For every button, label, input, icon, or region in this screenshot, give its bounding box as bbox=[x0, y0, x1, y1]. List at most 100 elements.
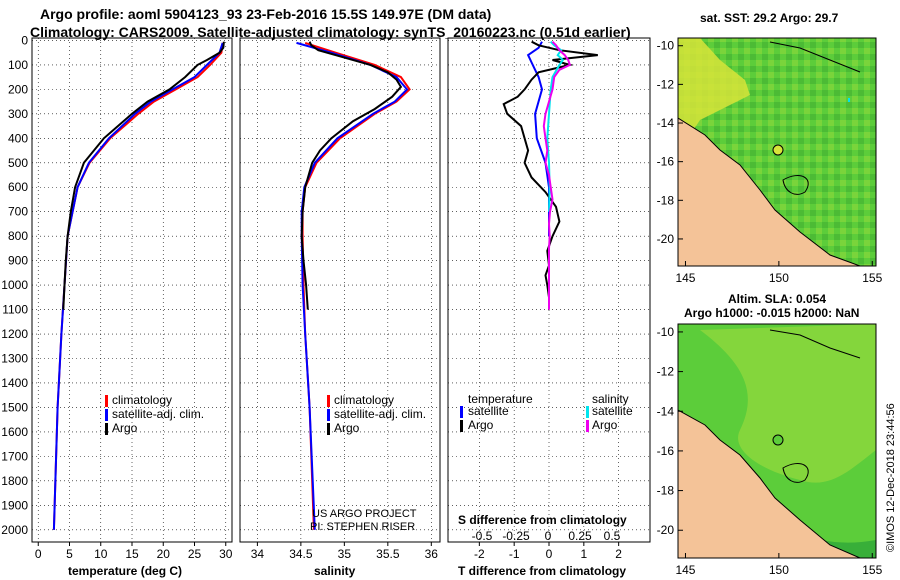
salinity-axis-label: salinity bbox=[314, 564, 356, 578]
legend-swatch-s-satellite bbox=[586, 406, 589, 418]
sst-png-coast bbox=[769, 41, 861, 73]
depth-tick-label: 0 bbox=[21, 33, 28, 47]
s-diff-axis-label: S difference from climatology bbox=[458, 513, 627, 527]
temperature-legend: climatology satellite-adj. clim. Argo bbox=[105, 393, 204, 435]
map-axes: -10 -12 -14 -16 -18 -20 145 150 155 -10 -12 -14 -16 -… bbox=[657, 39, 883, 577]
sla-map-title: Altim. SLA: 0.054 bbox=[728, 292, 826, 306]
difference-panel: -2 -1 0 1 2 bbox=[447, 37, 651, 561]
credit-pi: PI: STEPHEN RISER bbox=[310, 521, 415, 533]
sst-warm-patch bbox=[678, 38, 750, 140]
x-tick-label: -1 bbox=[509, 547, 520, 561]
series-line-satellite-adj-clim- bbox=[296, 41, 409, 530]
sla-land-australia bbox=[678, 410, 860, 558]
x-tick-label: 2 bbox=[615, 547, 622, 561]
x-tick-label: 34 bbox=[251, 547, 265, 561]
sla-map-subtitle: Argo h1000: -0.015 h2000: NaN bbox=[684, 306, 859, 320]
sla-map-frame bbox=[677, 323, 877, 559]
sla-map-lat-label: -18 bbox=[657, 484, 675, 498]
sst-map-lon-label: 150 bbox=[769, 271, 789, 285]
x-tick-label: 35.5 bbox=[376, 547, 400, 561]
legend-salinity-heading: salinity bbox=[592, 392, 629, 406]
series-line-t-argo bbox=[502, 40, 598, 310]
depth-tick-label: 1100 bbox=[2, 303, 28, 317]
legend-swatch-t-argo bbox=[460, 420, 463, 432]
depth-tick-label: 500 bbox=[8, 156, 28, 170]
credit-project: US ARGO PROJECT bbox=[312, 508, 417, 520]
sla-float-position bbox=[772, 434, 784, 446]
depth-tick-label: 900 bbox=[8, 254, 28, 268]
legend-label-argo: Argo bbox=[112, 421, 138, 435]
legend-label-climatology: climatology bbox=[334, 393, 394, 407]
series-line-climatology bbox=[301, 41, 411, 530]
sst-float-position bbox=[772, 144, 784, 156]
sst-argo-marker bbox=[848, 98, 850, 102]
sst-map-title: sat. SST: 29.2 Argo: 29.7 bbox=[700, 11, 839, 25]
legend-swatch-climatology bbox=[105, 395, 108, 407]
sst-land-australia bbox=[678, 118, 860, 266]
legend-swatch-argo bbox=[327, 423, 330, 435]
depth-tick-label: 1400 bbox=[1, 376, 28, 390]
sla-map-lat-label: -20 bbox=[657, 523, 675, 537]
legend-label-climatology: climatology bbox=[112, 393, 172, 407]
sla-map-lat-label: -10 bbox=[657, 325, 675, 339]
sla-map-lon-label: 145 bbox=[675, 563, 695, 577]
depth-tick-label: 1900 bbox=[1, 498, 28, 512]
depth-tick-label: 1600 bbox=[1, 425, 28, 439]
depth-tick-label: 2000 bbox=[1, 523, 28, 537]
sst-map-lon-label: 155 bbox=[862, 271, 882, 285]
plot-frame bbox=[239, 37, 441, 543]
series-line-climatology bbox=[52, 42, 224, 530]
legend-label-t-satellite: satellite bbox=[468, 404, 509, 418]
sst-coastline bbox=[678, 117, 861, 266]
legend-swatch-satellite bbox=[105, 409, 108, 421]
legend-swatch-climatology bbox=[327, 395, 330, 407]
sla-map-lat-label: -14 bbox=[657, 404, 675, 418]
depth-tick-label: 700 bbox=[8, 205, 28, 219]
sst-map-lat-label: -14 bbox=[657, 116, 675, 130]
sla-map-lon-label: 150 bbox=[769, 563, 789, 577]
legend-label-satellite: satellite-adj. clim. bbox=[112, 407, 204, 421]
legend-swatch-satellite bbox=[327, 409, 330, 421]
depth-tick-label: 600 bbox=[8, 180, 28, 194]
figure-title-line1: Argo profile: aoml 5904123_93 23-Feb-201… bbox=[40, 6, 492, 22]
temperature-axis-label: temperature (deg C) bbox=[68, 564, 182, 578]
sst-map-lat-label: -10 bbox=[657, 39, 675, 53]
x-tick-label: 0 bbox=[546, 547, 553, 561]
legend-swatch-s-argo bbox=[586, 420, 589, 432]
sla-reef bbox=[782, 463, 809, 483]
sla-map-lon-label: 155 bbox=[862, 563, 882, 577]
temperature-panel: 0 5 10 15 20 25 30 bbox=[31, 37, 233, 561]
sst-map-lat-label: -18 bbox=[657, 193, 675, 207]
s-diff-tick-label: -0.25 bbox=[502, 529, 530, 543]
legend-label-t-argo: Argo bbox=[468, 418, 494, 432]
sst-map: sat. SST: 29.2 Argo: 29.7 bbox=[677, 11, 877, 267]
depth-tick-label: 800 bbox=[8, 229, 28, 243]
figure-title-line2: Climatology: CARS2009. Satellite-adjuste… bbox=[30, 24, 631, 40]
salinity-legend: climatology satellite-adj. clim. Argo bbox=[327, 393, 426, 435]
s-diff-tick-label: 0.25 bbox=[568, 529, 592, 543]
legend-temperature-heading: temperature bbox=[468, 392, 533, 406]
depth-tick-label: 1000 bbox=[1, 278, 28, 292]
sla-map-lat-label: -12 bbox=[657, 365, 675, 379]
t-diff-axis-label: T difference from climatology bbox=[458, 564, 626, 578]
depth-tick-label: 100 bbox=[8, 58, 28, 72]
x-tick-label: 25 bbox=[188, 547, 202, 561]
depth-tick-label: 300 bbox=[8, 107, 28, 121]
sst-map-lat-label: -16 bbox=[657, 155, 675, 169]
sla-png-coast bbox=[769, 329, 861, 359]
series-line-s-satellite bbox=[546, 41, 565, 212]
legend-swatch-t-satellite bbox=[460, 406, 463, 418]
depth-tick-label: 400 bbox=[8, 131, 28, 145]
x-tick-label: 36 bbox=[425, 547, 439, 561]
depth-tick-label: 1200 bbox=[1, 327, 28, 341]
sst-map-lat-label: -20 bbox=[657, 232, 675, 246]
salinity-panel: 34 34.5 35 35.5 36 bbox=[239, 37, 441, 561]
series-line-s-argo bbox=[542, 41, 572, 310]
x-tick-label: 34.5 bbox=[289, 547, 313, 561]
series-line-satellite-adj-clim- bbox=[52, 42, 224, 530]
x-tick-label: 0 bbox=[35, 547, 42, 561]
depth-axis: 0 100 200 300 400 500 600 700 800 900 1000 1100 1200… bbox=[1, 33, 28, 536]
sla-map: Altim. SLA: 0.054 Argo h1000: -0.015 h20… bbox=[677, 292, 877, 559]
sla-coastline bbox=[678, 409, 861, 558]
legend-label-satellite: satellite-adj. clim. bbox=[334, 407, 426, 421]
